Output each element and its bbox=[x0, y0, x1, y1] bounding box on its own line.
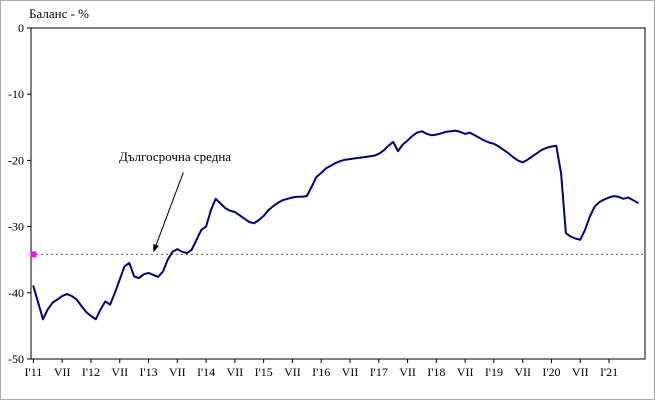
x-tick-label: VII bbox=[227, 365, 244, 379]
y-tick-label: -50 bbox=[8, 352, 24, 366]
x-tick-label: I'19 bbox=[485, 365, 503, 379]
x-tick-label: I'12 bbox=[82, 365, 100, 379]
y-tick-label: -10 bbox=[8, 87, 24, 101]
x-tick-label: VII bbox=[111, 365, 128, 379]
y-tick-label: -30 bbox=[8, 220, 24, 234]
x-tick-label: I'14 bbox=[197, 365, 215, 379]
x-tick-label: VII bbox=[514, 365, 531, 379]
y-tick-label: 0 bbox=[18, 21, 24, 35]
x-tick-label: I'18 bbox=[427, 365, 445, 379]
x-tick-label: I'15 bbox=[255, 365, 273, 379]
x-tick-label: VII bbox=[572, 365, 589, 379]
x-tick-label: I'16 bbox=[312, 365, 330, 379]
x-tick-label: I'21 bbox=[600, 365, 618, 379]
x-tick-label: VII bbox=[54, 365, 71, 379]
y-tick-label: -20 bbox=[8, 153, 24, 167]
x-tick-label: I'17 bbox=[370, 365, 388, 379]
balance-line bbox=[32, 129, 639, 321]
x-tick-label: VII bbox=[169, 365, 186, 379]
x-tick-label: VII bbox=[457, 365, 474, 379]
long-term-average-annotation: Дългосрочна средна bbox=[119, 149, 232, 164]
annotation-arrow-line bbox=[154, 172, 184, 247]
x-tick-label: I'20 bbox=[542, 365, 560, 379]
x-tick-label: VII bbox=[399, 365, 416, 379]
y-tick-label: -40 bbox=[8, 286, 24, 300]
x-tick-label: I'11 bbox=[25, 365, 43, 379]
annotation-arrow-head bbox=[153, 243, 159, 253]
x-tick-label: I'13 bbox=[139, 365, 157, 379]
plot-border bbox=[30, 27, 646, 360]
average-start-marker bbox=[30, 251, 37, 258]
chart-title: Баланс - % bbox=[29, 6, 89, 21]
x-tick-label: VII bbox=[284, 365, 301, 379]
x-tick-label: VII bbox=[342, 365, 359, 379]
